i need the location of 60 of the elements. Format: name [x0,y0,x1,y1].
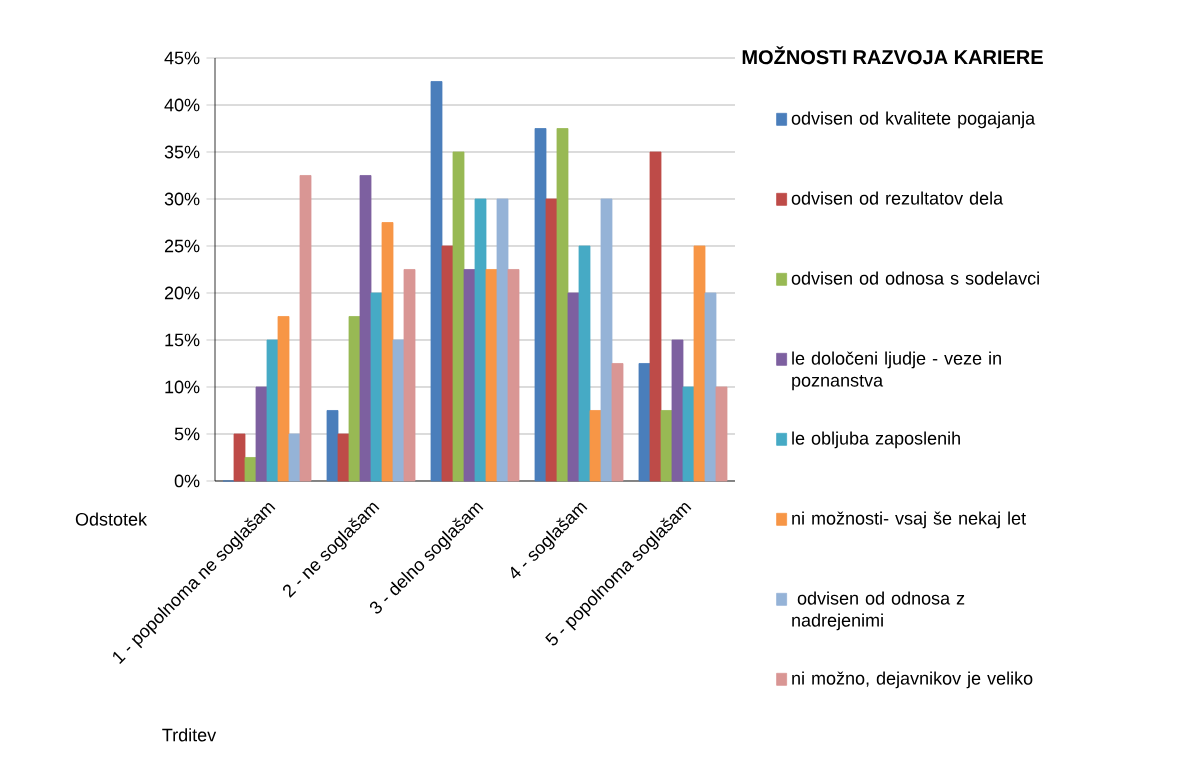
y-tick-label: 5% [174,427,200,441]
legend-label: le obljuba zaposlenih [792,431,960,449]
bar [359,175,372,482]
bar [693,245,706,482]
bar [244,457,257,482]
bar [611,363,624,482]
bar [452,151,465,482]
bar [403,269,416,482]
bar [496,198,509,482]
y-tick-label: 25% [164,239,200,253]
bar [474,198,487,482]
y-tick-label: 15% [165,333,200,347]
bar [638,363,651,482]
bar [266,339,279,482]
bar [715,386,728,482]
legend-label: ni možnosti- vsaj še nekaj let [792,511,1026,529]
bar [534,128,547,482]
bar [463,269,476,482]
legend-label: odvisen od kvalitete pogajanja [791,111,1036,129]
bar [288,433,301,482]
legend-label: odvisen od odnosa s sodelavci [791,271,1039,285]
bar [255,386,268,482]
y-tick-label: 20% [164,286,200,300]
y-tick-label: 30% [164,192,200,206]
bar [682,386,695,482]
bar [649,151,662,482]
legend-label: le določeni ljudje - veze in poznanstva [792,351,1001,391]
bar [392,339,405,482]
y-tick-label: 40% [164,98,200,112]
bar [578,245,591,482]
bar [556,128,569,482]
x-axis-title: Trditev [162,728,217,742]
y-axis-title: Odstotek [75,512,148,526]
bar [671,339,684,482]
bar [441,245,454,482]
bar [277,316,290,482]
legend-label: ni možno, dejavnikov je veliko [792,671,1033,689]
bar [485,269,498,482]
bar [704,292,717,482]
bar [348,316,361,482]
bar [370,292,383,482]
y-tick-label: 45% [164,51,200,65]
bar [600,198,613,482]
bar [660,410,673,482]
bar [589,410,602,482]
bar [299,175,312,482]
bar [381,222,394,482]
y-tick-label: 0% [174,474,200,488]
legend-title: MOŽNOSTI RAZVOJA KARIERE [742,46,1043,65]
bar [326,410,339,482]
bar [430,81,443,482]
legend-label: odvisen od rezultatov dela [791,191,1004,205]
y-tick-label: 10% [165,380,200,394]
bar [337,433,350,482]
bar [567,292,580,482]
bar [233,433,246,482]
y-tick-label: 35% [164,145,200,159]
bar [545,198,558,482]
legend-label: odvisen od odnosa z nadrejenimi [792,591,965,631]
bar [507,269,520,482]
